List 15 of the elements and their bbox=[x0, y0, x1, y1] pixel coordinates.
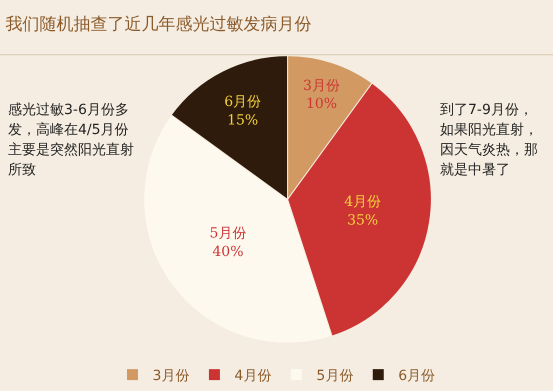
legend-label: 5月份 bbox=[316, 368, 354, 384]
slice-label: 5月份 bbox=[209, 226, 246, 242]
slice-label: 3月份 bbox=[303, 78, 340, 94]
slice-label: 6月份 bbox=[224, 94, 262, 110]
legend-label: 6月份 bbox=[398, 368, 436, 384]
legend-label: 3月份 bbox=[152, 368, 190, 384]
text: 感光过敏3-6月份多发，高峰在4/5月份主要是突然阳光直射所致 bbox=[8, 101, 135, 180]
data-label: 10% bbox=[306, 96, 338, 112]
data-label: 40% bbox=[212, 244, 244, 260]
data-label: 35% bbox=[347, 212, 378, 228]
data-label: 15% bbox=[227, 112, 258, 128]
slice-label: 4月份 bbox=[344, 194, 382, 210]
chart-title: 我们随机抽查了近几年感光过敏发病月份 bbox=[6, 14, 312, 34]
text: 到了7-9月份，如果阳光直射，因天气炎热，那就是中暑了 bbox=[440, 101, 539, 180]
legend-label: 4月份 bbox=[234, 368, 272, 384]
